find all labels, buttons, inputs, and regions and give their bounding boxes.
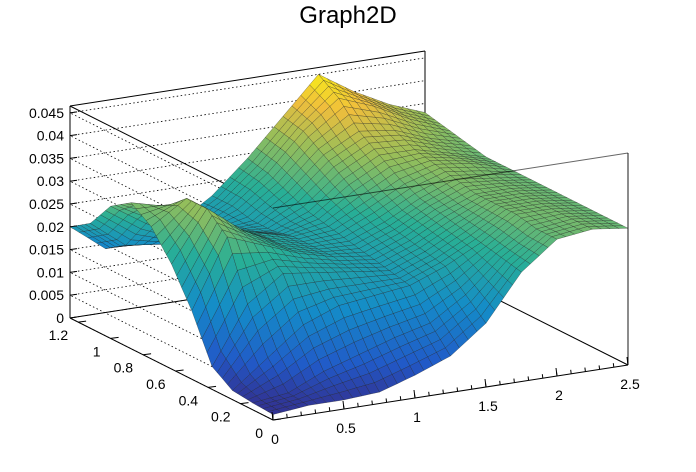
y-tick-label: 0.8 xyxy=(114,360,134,376)
x-minor-tick xyxy=(499,380,501,385)
x-tick-label: 2.5 xyxy=(620,376,640,392)
x-minor-tick xyxy=(612,363,615,368)
x-tick-label: 0 xyxy=(271,431,279,447)
y-tick-label: 0.4 xyxy=(179,392,199,408)
y-tick-label: 0.6 xyxy=(146,376,166,392)
y-tick xyxy=(110,336,119,339)
z-tick xyxy=(69,134,78,137)
chart-title: Graph2D xyxy=(299,2,397,29)
y-tick xyxy=(207,385,217,388)
x-minor-tick xyxy=(598,365,601,370)
x-minor-tick xyxy=(442,389,444,394)
z-tick-label: 0.04 xyxy=(37,128,64,144)
y-tick xyxy=(78,320,87,323)
z-gridline xyxy=(69,135,274,238)
z-tick xyxy=(69,179,78,182)
x-minor-tick xyxy=(456,387,459,392)
x-minor-tick xyxy=(385,398,388,403)
z-tick-label: 0 xyxy=(56,310,64,326)
x-minor-tick xyxy=(485,382,487,388)
z-gridline xyxy=(69,294,274,398)
x-minor-tick xyxy=(584,367,586,372)
front-frame xyxy=(272,152,629,421)
y-tick xyxy=(240,402,249,405)
z-tick xyxy=(69,270,78,273)
z-tick xyxy=(69,156,78,159)
x-minor-tick xyxy=(343,404,345,410)
z-tick-label: 0.035 xyxy=(29,150,64,166)
z-tick-label: 0.01 xyxy=(37,264,64,280)
x-minor-tick xyxy=(556,371,558,377)
x-minor-tick xyxy=(470,385,473,390)
x-minor-tick xyxy=(286,413,288,418)
surface-cell xyxy=(613,225,629,229)
z-tick-label: 0.015 xyxy=(29,242,64,258)
x-minor-tick xyxy=(272,415,274,421)
z-tick xyxy=(69,293,78,296)
x-minor-tick xyxy=(513,378,515,383)
z-gridline xyxy=(69,112,274,216)
z-tick-label: 0.025 xyxy=(29,196,64,212)
z-tick xyxy=(69,316,78,319)
y-tick-label: 1.2 xyxy=(49,327,69,343)
z-tick-label: 0.02 xyxy=(37,219,64,235)
z-tick xyxy=(69,248,78,251)
y-tick-label: 0.2 xyxy=(211,409,231,425)
z-tick xyxy=(69,111,78,114)
z-tick xyxy=(69,225,78,228)
x-minor-tick xyxy=(314,409,317,414)
x-minor-tick xyxy=(428,391,430,396)
z-gridline xyxy=(69,249,274,352)
z-tick-label: 0.045 xyxy=(29,105,64,121)
z-gridline xyxy=(69,158,274,261)
z-gridline xyxy=(69,317,274,421)
z-gridline xyxy=(69,272,274,375)
axis-ticks: 0 0.005 0.01 0.015 0.02 0.025 0.03 0.035 0.04 0.0… xyxy=(29,105,640,447)
z-tick-label: 0.03 xyxy=(37,173,64,189)
x-minor-tick xyxy=(570,369,572,374)
y-tick xyxy=(175,369,184,372)
x-minor-tick xyxy=(371,400,373,405)
x-minor-tick xyxy=(527,376,530,381)
x-minor-tick xyxy=(399,396,402,401)
x-tick-label: 0.5 xyxy=(336,420,356,436)
x-minor-tick xyxy=(357,402,359,407)
y-tick-label: 1 xyxy=(93,343,101,359)
x-tick-label: 1 xyxy=(413,409,421,425)
surface-mesh xyxy=(69,74,629,415)
box-edge xyxy=(272,364,629,421)
x-tick-label: 1.5 xyxy=(478,398,498,414)
box-edge xyxy=(272,152,629,209)
x-minor-tick xyxy=(414,393,416,399)
z-tick-label: 0.005 xyxy=(29,287,64,303)
z-tick xyxy=(69,202,78,205)
x-minor-tick xyxy=(328,407,331,412)
y-tick xyxy=(272,418,282,421)
z-gridline xyxy=(69,180,274,284)
x-minor-tick xyxy=(627,360,629,366)
box-edge xyxy=(69,50,426,107)
y-tick-label: 0 xyxy=(255,425,263,441)
x-tick-label: 2 xyxy=(555,387,563,403)
x-minor-tick xyxy=(541,374,544,379)
x-minor-tick xyxy=(300,411,302,416)
y-tick xyxy=(143,353,152,356)
